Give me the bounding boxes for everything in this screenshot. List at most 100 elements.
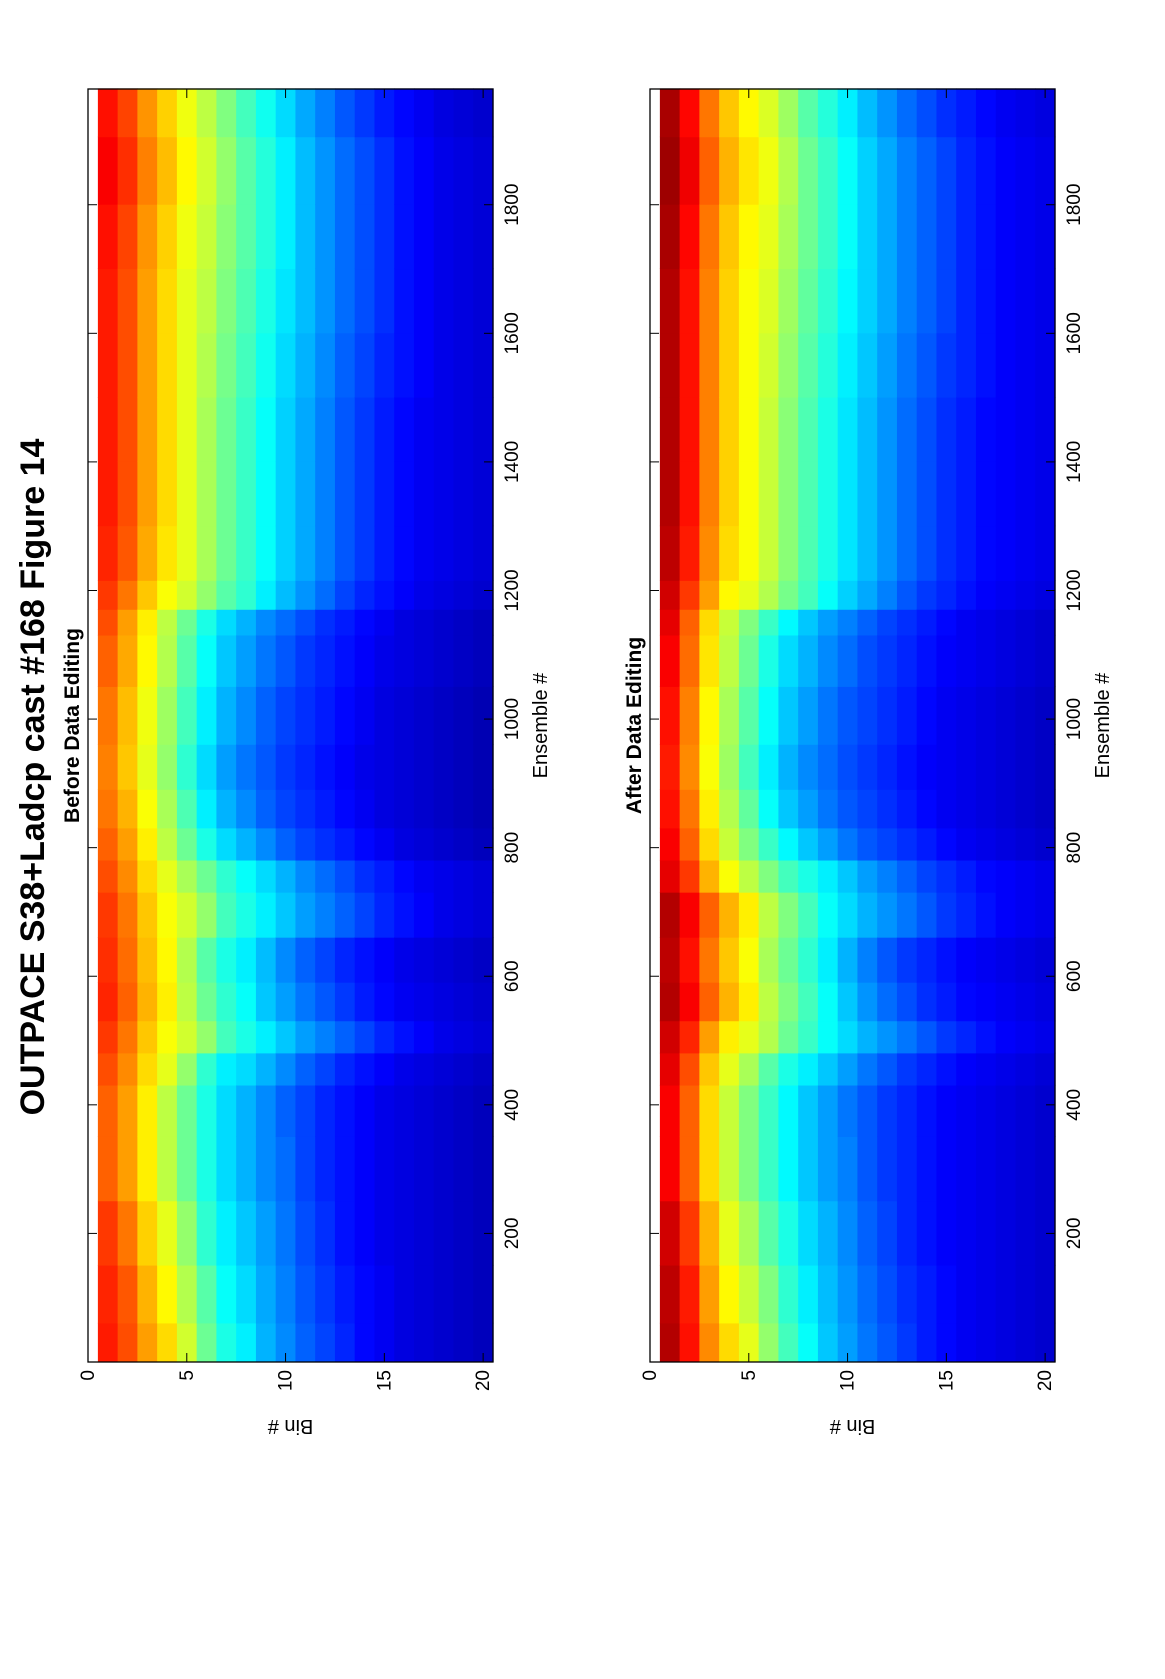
heatmap-cell xyxy=(758,1200,780,1266)
heatmap-cell xyxy=(1015,268,1036,334)
heatmap-cell xyxy=(995,332,1017,398)
heatmap-cell xyxy=(394,1200,415,1266)
heatmap-cell xyxy=(374,204,395,270)
heatmap-cell xyxy=(413,332,435,398)
heatmap-cell xyxy=(255,1020,277,1054)
heatmap-cell xyxy=(216,580,237,610)
heatmap-cell xyxy=(817,88,839,138)
heatmap-cell xyxy=(659,136,681,205)
heatmap-cell xyxy=(157,744,178,790)
heatmap-cell xyxy=(137,1322,158,1362)
heatmap-cell xyxy=(315,744,336,790)
heatmap-cell xyxy=(334,1020,356,1054)
heatmap-cell xyxy=(1015,744,1036,790)
heatmap-cell xyxy=(798,1264,819,1324)
heatmap-cell xyxy=(679,1322,700,1362)
heatmap-cell xyxy=(699,892,720,938)
heatmap-cell xyxy=(117,789,138,829)
heatmap-cell xyxy=(374,859,395,893)
heatmap-cell xyxy=(334,937,356,983)
heatmap-cell xyxy=(255,892,277,938)
heatmap-cell xyxy=(778,268,799,334)
heatmap-cell xyxy=(877,1052,898,1086)
heatmap-cell xyxy=(473,580,494,610)
heatmap-cell xyxy=(778,744,799,790)
heatmap-cell xyxy=(473,204,494,270)
heatmap-cell xyxy=(394,982,415,1022)
heatmap-cell xyxy=(837,525,859,581)
heatmap-cell xyxy=(315,580,336,610)
heatmap-cell xyxy=(433,397,455,462)
heatmap-cell xyxy=(975,136,997,205)
heatmap-cell xyxy=(255,859,277,893)
heatmap-cell xyxy=(837,744,859,790)
heatmap-cell xyxy=(916,204,938,270)
heatmap-cell xyxy=(295,744,316,790)
heatmap-cell xyxy=(659,1136,681,1202)
heatmap-cell xyxy=(936,789,957,829)
heatmap-cell xyxy=(837,268,859,334)
heatmap-cell xyxy=(433,827,455,861)
heatmap-cell xyxy=(433,136,455,205)
heatmap-cell xyxy=(295,461,316,527)
heatmap-cell xyxy=(857,461,878,527)
heatmap-cell xyxy=(817,268,839,334)
heatmap-cell xyxy=(137,859,158,893)
heatmap-cell xyxy=(196,789,218,829)
heatmap-cell xyxy=(354,268,376,334)
heatmap-cell xyxy=(97,397,119,462)
heatmap-cell xyxy=(1015,1322,1036,1362)
heatmap-cell xyxy=(699,686,720,745)
heatmap-cell xyxy=(117,136,138,205)
heatmap-cell xyxy=(738,937,760,983)
heatmap-cell xyxy=(157,827,178,861)
heatmap-cell xyxy=(216,859,237,893)
heatmap-cell xyxy=(719,1322,740,1362)
heatmap-cell xyxy=(433,982,455,1022)
heatmap-cell xyxy=(837,332,859,398)
heatmap-cell xyxy=(679,982,700,1022)
heatmap-cell xyxy=(473,136,494,205)
heatmap-cell xyxy=(334,1200,356,1266)
axes-frame xyxy=(87,88,494,1363)
heatmap-cell xyxy=(837,827,859,861)
heatmap-cell xyxy=(798,1052,819,1086)
heatmap-cell xyxy=(778,1052,799,1086)
heatmap-cell xyxy=(334,1084,356,1137)
heatmap-cell xyxy=(137,204,158,270)
heatmap-cell xyxy=(433,789,455,829)
heatmap-cell xyxy=(936,686,957,745)
heatmap-cell xyxy=(1035,1200,1056,1266)
panel-title: After Data Editing xyxy=(623,637,646,814)
heatmap-cell xyxy=(453,525,474,581)
heatmap-cell xyxy=(354,982,376,1022)
heatmap-cell xyxy=(433,1052,455,1086)
heatmap-cell xyxy=(255,686,277,745)
heatmap-cell xyxy=(196,525,218,581)
heatmap-cell xyxy=(817,525,839,581)
heatmap-cell xyxy=(413,859,435,893)
heatmap-cell xyxy=(137,1200,158,1266)
heatmap-cell xyxy=(719,744,740,790)
heatmap-cell xyxy=(196,1020,218,1054)
heatmap-cell xyxy=(1035,580,1056,610)
y-tick-label: 10 xyxy=(838,1370,859,1391)
heatmap-cell xyxy=(679,136,700,205)
heatmap-cell xyxy=(1015,937,1036,983)
heatmap-cell xyxy=(453,892,474,938)
heatmap-cell xyxy=(837,1136,859,1202)
heatmap-cell xyxy=(137,1084,158,1137)
heatmap-cell xyxy=(778,136,799,205)
heatmap-cell xyxy=(453,609,474,636)
heatmap-cell xyxy=(334,1264,356,1324)
heatmap-cell xyxy=(295,136,316,205)
heatmap-cell xyxy=(995,789,1017,829)
heatmap-cell xyxy=(97,204,119,270)
heatmap-cell xyxy=(798,525,819,581)
heatmap-cell xyxy=(433,332,455,398)
heatmap-cell xyxy=(374,525,395,581)
heatmap-cell xyxy=(157,136,178,205)
heatmap-cell xyxy=(659,88,681,138)
heatmap-cell xyxy=(699,1264,720,1324)
heatmap-cell xyxy=(453,686,474,745)
